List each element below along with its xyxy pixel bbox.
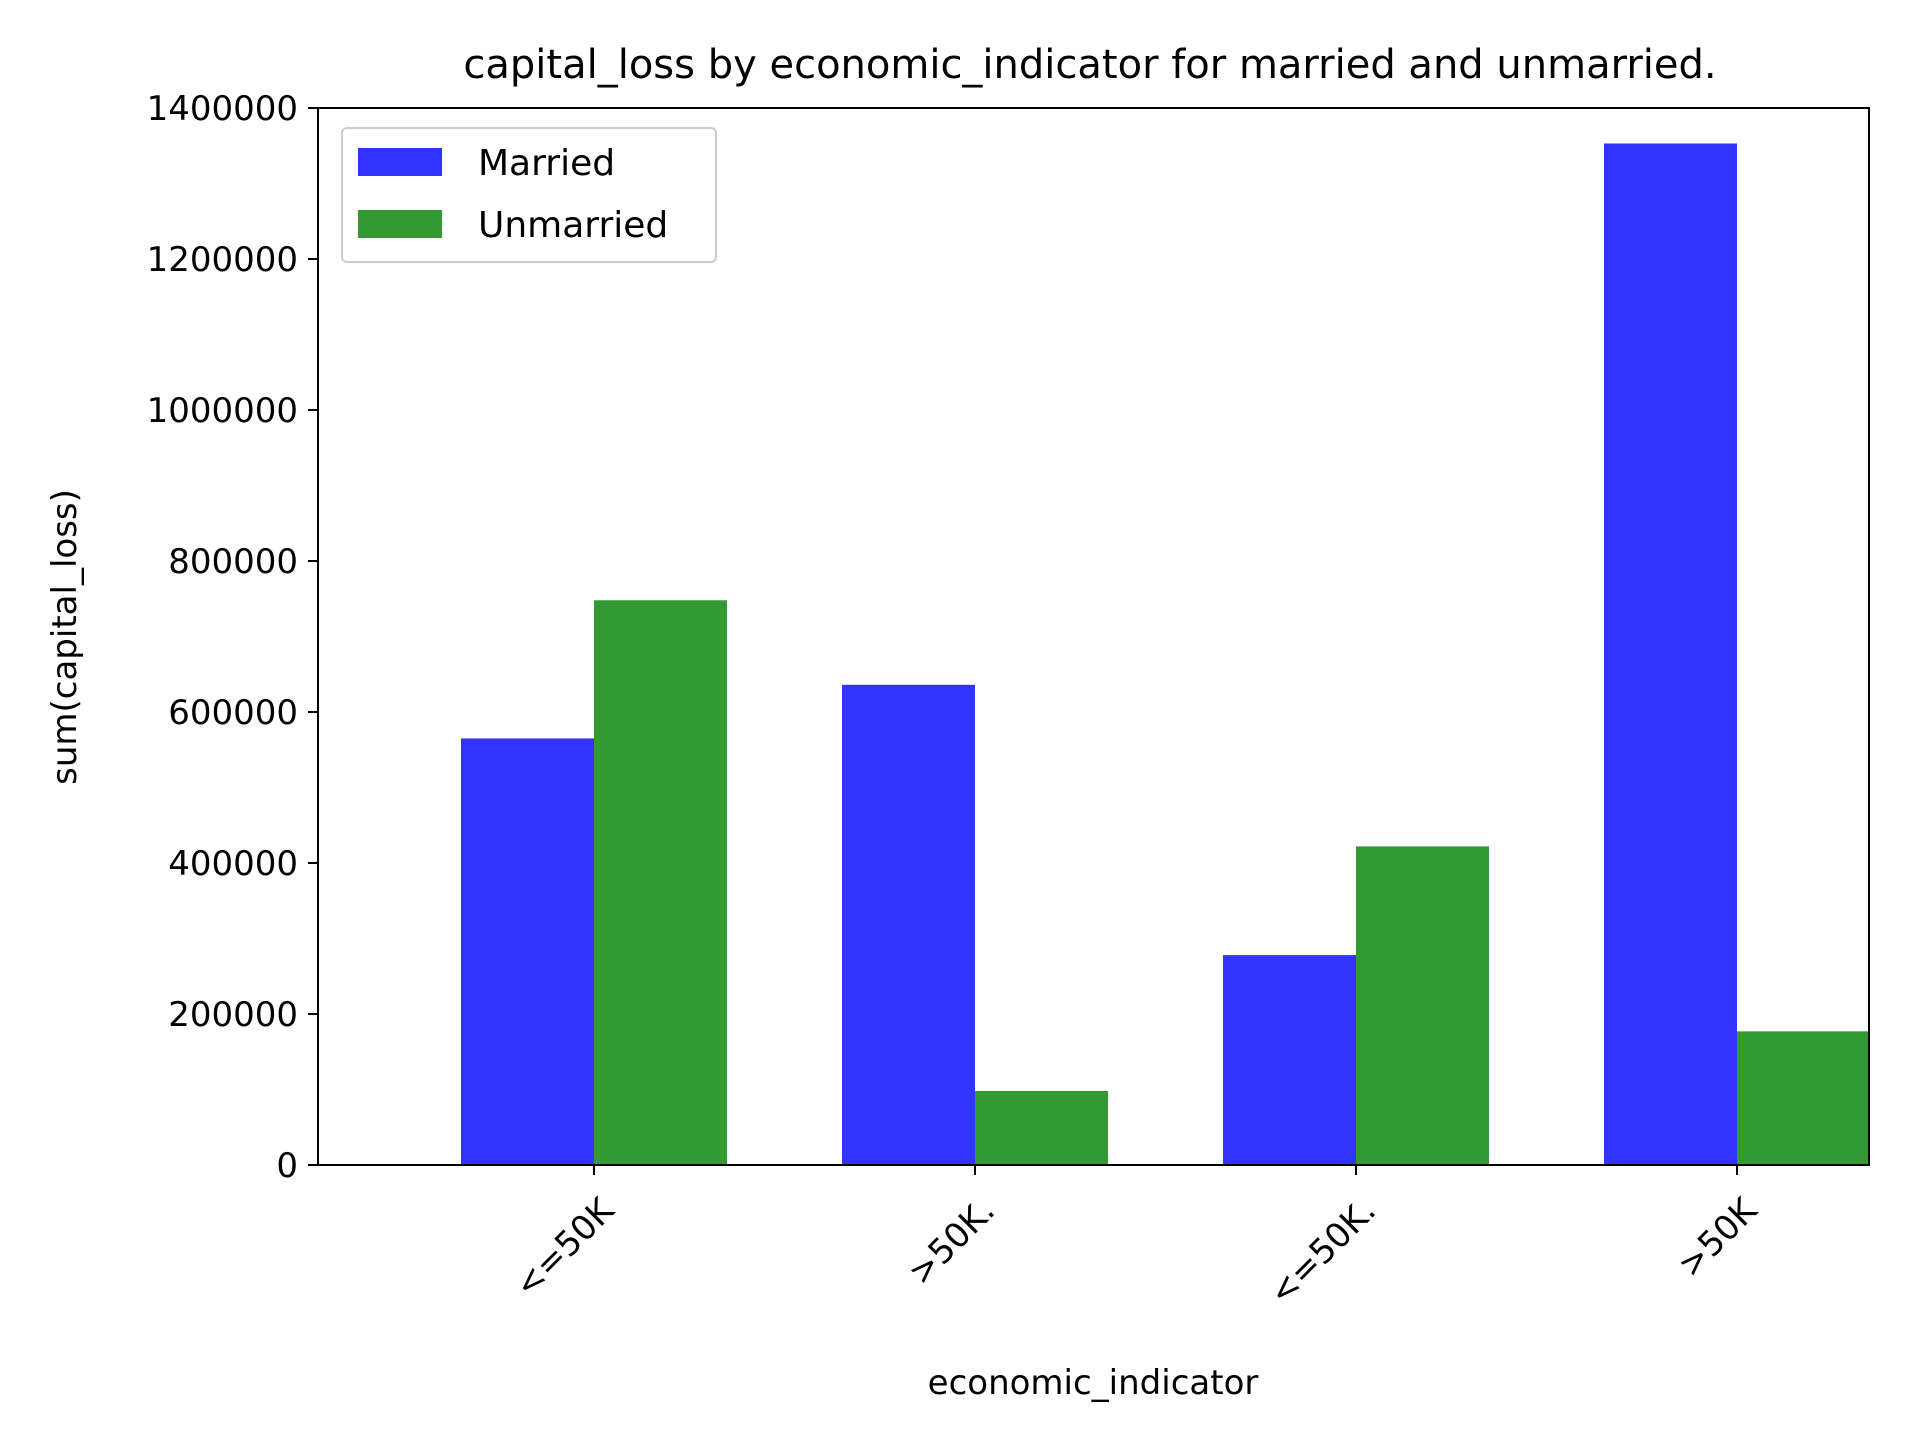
bar-married-2 (1223, 955, 1356, 1165)
y-tick-label-1: 200000 (168, 995, 298, 1035)
bar-unmarried-1 (975, 1091, 1108, 1165)
y-axis: 0 200000 400000 600000 800000 1000000 1200000 1… (147, 89, 318, 1186)
bars (461, 143, 1870, 1166)
x-tick-label-0: <=50K (507, 1189, 623, 1305)
bar-unmarried-2 (1356, 846, 1489, 1165)
chart-title: capital_loss by economic_indicator for m… (463, 42, 1716, 88)
y-tick-label-4: 800000 (168, 542, 298, 582)
y-tick-label-6: 1200000 (147, 240, 298, 280)
plot-area-frame (317, 107, 1870, 1166)
bar-married-0 (461, 738, 594, 1165)
legend: Married Unmarried (341, 127, 717, 263)
legend-swatch-unmarried (358, 210, 442, 238)
y-tick-label-5: 1000000 (147, 391, 298, 431)
y-tick-label-3: 600000 (168, 693, 298, 733)
y-axis-title: sum(capital_loss) (45, 489, 85, 785)
bar-unmarried-3 (1737, 1031, 1870, 1165)
legend-label-married: Married (478, 143, 615, 184)
bar-married-3 (1604, 143, 1737, 1166)
x-axis: <=50K >50K. <=50K. >50K (507, 1165, 1766, 1313)
x-tick-label-3: >50K (1670, 1189, 1766, 1285)
legend-swatch-married (358, 148, 442, 176)
y-tick-label-7: 1400000 (147, 89, 298, 129)
bar-married-1 (842, 684, 975, 1165)
bar-unmarried-0 (594, 600, 727, 1165)
legend-label-unmarried: Unmarried (478, 205, 668, 246)
x-tick-label-2: <=50K. (1261, 1191, 1384, 1314)
x-tick-label-1: >50K. (900, 1191, 1002, 1293)
x-axis-title: economic_indicator (928, 1363, 1259, 1403)
y-tick-label-2: 400000 (168, 844, 298, 884)
y-tick-label-0: 0 (276, 1146, 298, 1186)
